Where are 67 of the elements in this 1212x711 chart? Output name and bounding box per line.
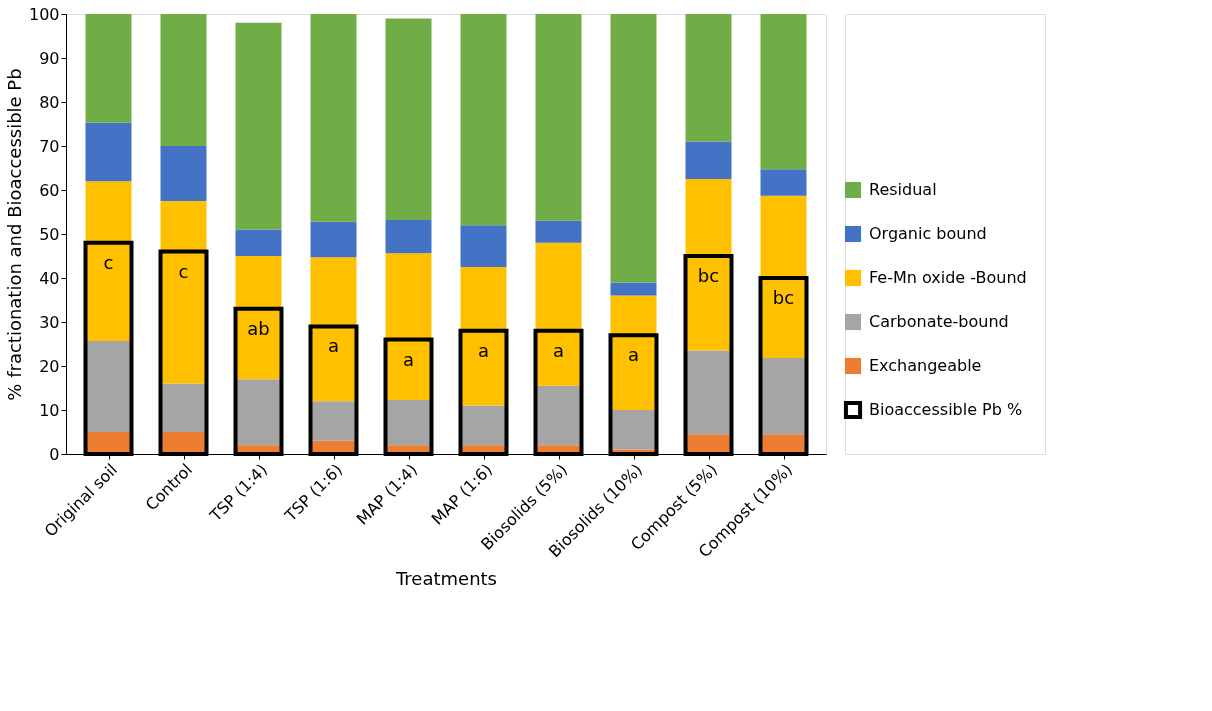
bar (385, 219, 432, 254)
bar (685, 179, 732, 351)
data-label: a (477, 339, 490, 361)
bar (685, 14, 732, 142)
bar (685, 141, 732, 179)
bar (160, 201, 207, 384)
y-tick-label: 40 (39, 268, 60, 288)
y-tick-label: 100 (28, 4, 60, 24)
bar (460, 267, 507, 406)
data-label: a (627, 344, 640, 366)
bar (760, 14, 807, 170)
legend-label: Residual (869, 180, 937, 199)
y-tick-label: 70 (39, 136, 60, 156)
y-axis-title: % fractionation and Bioaccessible Pb (3, 68, 25, 401)
data-label: a (402, 348, 415, 370)
bar (685, 350, 732, 435)
x-axis-title: Treatments (395, 567, 497, 589)
bar (535, 385, 582, 446)
bar (160, 146, 207, 201)
bar (235, 22, 282, 230)
bar (535, 14, 582, 221)
bar (160, 383, 207, 432)
bar (385, 253, 432, 400)
data-label: c (103, 251, 114, 273)
bar (610, 410, 657, 450)
y-tick-label: 50 (39, 224, 60, 244)
legend-label: Carbonate-bound (869, 312, 1009, 331)
bar (235, 379, 282, 446)
bar (460, 14, 507, 226)
bar (310, 257, 357, 402)
y-tick-label: 0 (49, 444, 60, 464)
bar (85, 122, 132, 182)
y-tick-label: 60 (39, 180, 60, 200)
bar (310, 14, 357, 222)
y-tick-label: 80 (39, 92, 60, 112)
bar (85, 340, 132, 432)
bar (760, 195, 807, 359)
bar (160, 14, 207, 146)
data-label: ab (247, 317, 270, 339)
y-tick-label: 20 (39, 356, 60, 376)
bar (310, 221, 357, 258)
bar (460, 225, 507, 267)
y-tick-label: 30 (39, 312, 60, 332)
bar (85, 14, 132, 123)
bar (85, 181, 132, 341)
bar (310, 401, 357, 441)
legend-label: Fe-Mn oxide -Bound (869, 268, 1027, 287)
bar (610, 14, 657, 283)
y-tick-label: 90 (39, 48, 60, 68)
bar (610, 282, 657, 296)
bar (460, 405, 507, 446)
legend-label: Exchangeable (869, 356, 982, 375)
data-label: bc (772, 287, 795, 308)
bar (385, 18, 432, 220)
data-label: a (552, 339, 565, 361)
data-label: c (178, 260, 189, 282)
bar (235, 229, 282, 256)
data-label: bc (697, 265, 720, 286)
data-label: a (327, 335, 340, 357)
bar (385, 399, 432, 446)
legend-label: Bioaccessible Pb % (869, 400, 1023, 419)
bar (535, 220, 582, 243)
legend-label: Organic bound (869, 224, 987, 243)
bar (535, 242, 582, 386)
bar (760, 169, 807, 196)
y-tick-label: 10 (39, 400, 60, 420)
bar (760, 358, 807, 435)
